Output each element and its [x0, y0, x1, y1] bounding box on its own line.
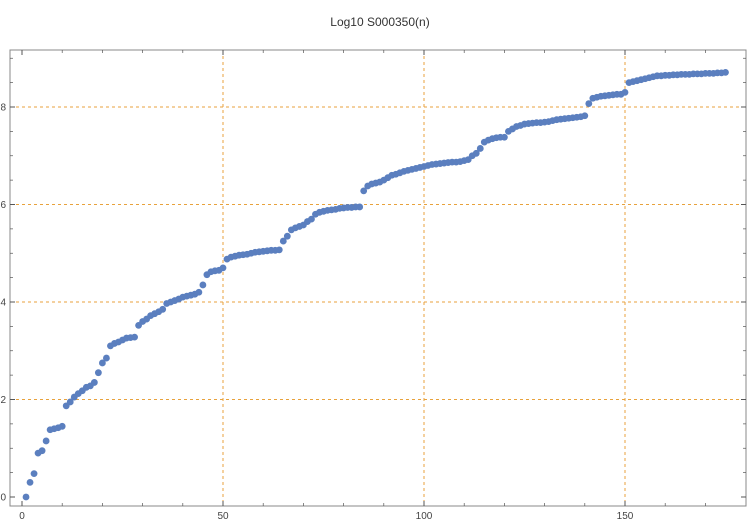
data-point: [356, 203, 364, 211]
data-point: [58, 422, 66, 430]
data-point: [38, 447, 46, 455]
data-point: [42, 437, 50, 445]
data-point: [103, 354, 110, 362]
y-tick-label: 4: [0, 298, 6, 309]
data-point: [360, 187, 368, 195]
data-point: [219, 264, 227, 272]
data-point: [722, 68, 729, 76]
data-point: [199, 281, 207, 289]
grid-lines: [10, 50, 746, 506]
x-tick-label: 0: [19, 511, 25, 522]
data-point: [621, 88, 629, 96]
data-point: [195, 288, 203, 296]
y-tick-label: 0: [0, 493, 6, 504]
data-point: [501, 133, 508, 141]
data-point: [66, 398, 74, 406]
data-point: [472, 149, 480, 157]
x-tick-label: 50: [217, 511, 229, 522]
data-point: [26, 478, 34, 486]
data-point: [94, 369, 102, 377]
data-point: [308, 215, 315, 223]
data-point: [279, 237, 287, 245]
data-point: [283, 232, 291, 240]
y-tick-label: 8: [0, 103, 6, 114]
data-point: [90, 379, 98, 386]
data-point: [99, 359, 106, 367]
data-point: [476, 145, 484, 152]
data-point: [30, 470, 38, 477]
chart-title: Log10 S000350(n): [330, 15, 429, 29]
plot-frame: [9, 49, 747, 507]
data-point: [131, 333, 138, 341]
data-points: [22, 68, 729, 501]
data-point: [22, 493, 30, 501]
data-point: [581, 112, 589, 120]
axes: [9, 49, 747, 507]
y-tick-label: 2: [0, 395, 6, 406]
data-point: [159, 305, 167, 313]
data-point: [275, 246, 283, 254]
data-point: [585, 100, 593, 107]
y-tick-label: 6: [0, 200, 6, 211]
x-tick-label: 150: [617, 511, 634, 522]
x-tick-label: 100: [416, 511, 433, 522]
tick-labels: 0 50 100 150 0 2 4 6 8: [0, 103, 633, 523]
